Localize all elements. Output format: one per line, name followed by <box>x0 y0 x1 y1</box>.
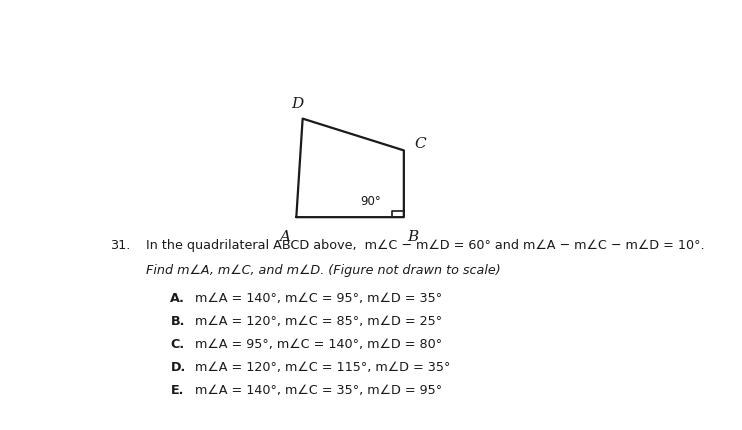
Text: D.: D. <box>171 361 186 374</box>
Text: m∠A = 120°, m∠C = 85°, m∠D = 25°: m∠A = 120°, m∠C = 85°, m∠D = 25° <box>191 315 441 328</box>
Text: 31.: 31. <box>110 239 131 252</box>
Text: m∠A = 95°, m∠C = 140°, m∠D = 80°: m∠A = 95°, m∠C = 140°, m∠D = 80° <box>191 338 441 351</box>
Text: E.: E. <box>171 384 184 397</box>
Text: C.: C. <box>171 338 185 351</box>
Text: A: A <box>279 230 290 244</box>
Text: m∠A = 120°, m∠C = 115°, m∠D = 35°: m∠A = 120°, m∠C = 115°, m∠D = 35° <box>191 361 450 374</box>
Text: C: C <box>414 137 426 151</box>
Text: B: B <box>407 230 418 244</box>
Text: 90°: 90° <box>360 195 381 208</box>
Text: m∠A = 140°, m∠C = 95°, m∠D = 35°: m∠A = 140°, m∠C = 95°, m∠D = 35° <box>191 292 441 304</box>
Text: In the quadrilateral ABCD above,  m∠C − m∠D = 60° and m∠A − m∠C − m∠D = 10°.: In the quadrilateral ABCD above, m∠C − m… <box>145 239 704 252</box>
Text: A.: A. <box>171 292 186 304</box>
Text: Find m∠A, m∠C, and m∠D. (Figure not drawn to scale): Find m∠A, m∠C, and m∠D. (Figure not draw… <box>145 264 500 276</box>
Text: B.: B. <box>171 315 185 328</box>
Text: D: D <box>291 97 303 111</box>
Text: m∠A = 140°, m∠C = 35°, m∠D = 95°: m∠A = 140°, m∠C = 35°, m∠D = 95° <box>191 384 441 397</box>
